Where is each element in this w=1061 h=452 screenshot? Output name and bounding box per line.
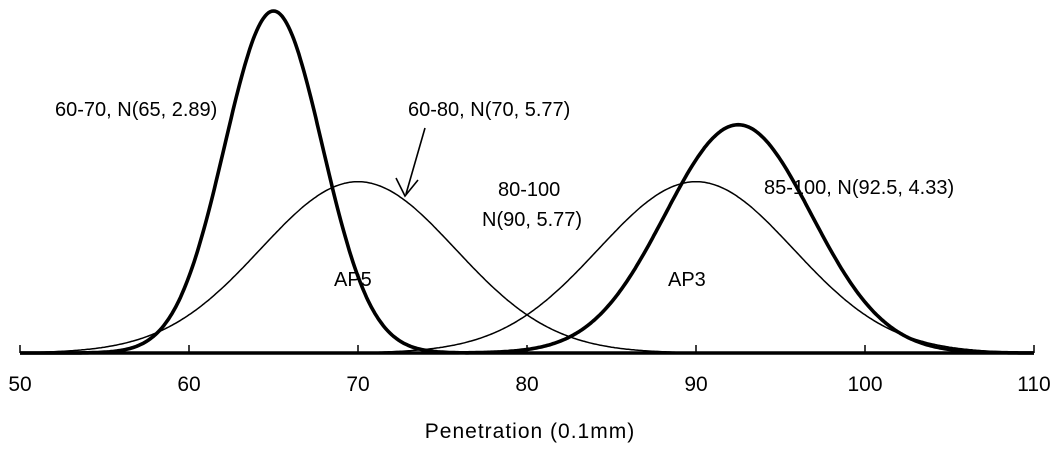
- arrow-60-80-head: [395, 177, 419, 198]
- series-line-4: [19, 122, 1035, 355]
- series-line-2: [20, 180, 1034, 354]
- label-60-70: 60-70, N(65, 2.89): [55, 99, 217, 121]
- annotations-layer: 60-70, N(65, 2.89) 60-80, N(70, 5.77) 80…: [55, 99, 954, 291]
- label-60-80: 60-80, N(70, 5.77): [408, 99, 570, 121]
- x-tick-label: 80: [515, 373, 538, 396]
- x-tick-label: 90: [684, 373, 707, 396]
- x-axis-title: Penetration (0.1mm): [425, 420, 635, 443]
- label-80-100-line2: N(90, 5.77): [482, 209, 582, 231]
- x-tick-label: 110: [1017, 373, 1050, 396]
- x-tick-label: 60: [177, 373, 200, 396]
- label-80-100-line1: 80-100: [498, 179, 560, 201]
- label-ap3: AP3: [668, 269, 706, 291]
- x-tick-label: 100: [847, 373, 882, 396]
- label-ap5: AP5: [334, 269, 372, 291]
- x-tick-label: 70: [346, 373, 369, 396]
- label-85-100: 85-100, N(92.5, 4.33): [764, 177, 954, 199]
- x-ticks: 50 60 70 80 90 100 110: [8, 345, 1051, 396]
- series-line-3: [20, 180, 1034, 354]
- x-tick-label: 50: [8, 373, 31, 396]
- arrow-60-80-shaft: [405, 127, 426, 195]
